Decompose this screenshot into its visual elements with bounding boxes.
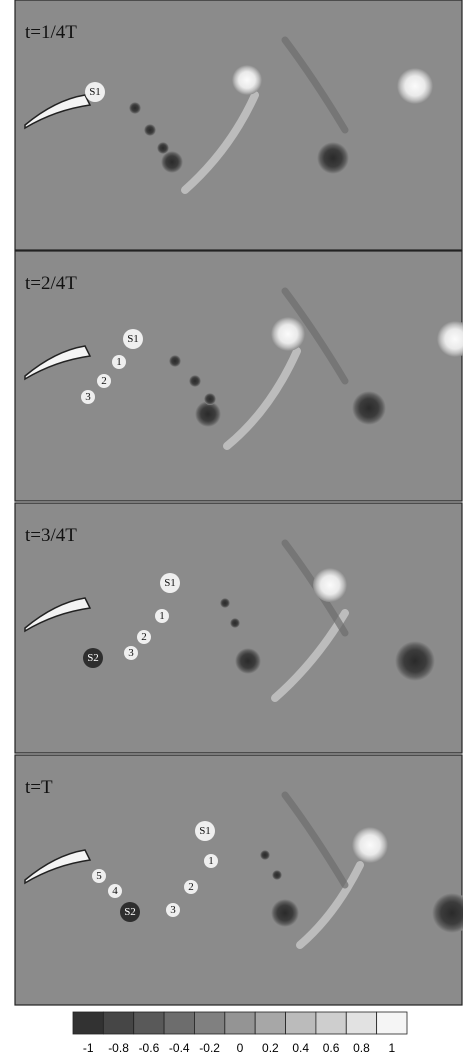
colorbar-label: -0.4 (169, 1041, 190, 1055)
colorbar-label: 0.6 (323, 1041, 340, 1055)
vortex-label: 3 (128, 647, 134, 659)
vortex-label: S1 (89, 86, 101, 98)
colorbar-label: 0.8 (353, 1041, 370, 1055)
colorbar-label: 0 (237, 1041, 244, 1055)
vortex-label: S2 (87, 652, 99, 664)
vortex-blob (235, 648, 261, 674)
vortex-blob (313, 568, 347, 602)
panel-background (15, 251, 462, 501)
colorbar-cell (73, 1012, 103, 1034)
panel-label: t=3/4T (25, 525, 77, 546)
vortex-blob (271, 317, 305, 351)
colorbar-cell (255, 1012, 285, 1034)
vortex-label: 5 (96, 870, 102, 882)
vortex-label: 2 (188, 881, 194, 893)
colorbar-cell (194, 1012, 224, 1034)
colorbar-cell (346, 1012, 376, 1034)
vortex-label: 1 (116, 356, 122, 368)
panel: t=2/4T S1 123 (15, 251, 463, 501)
panel-background (15, 503, 462, 753)
vortex-blob (260, 850, 270, 860)
colorbar-label: 0.2 (262, 1041, 279, 1055)
panel-label: t=2/4T (25, 273, 77, 294)
vortex-blob (144, 124, 156, 136)
vortex-blob (195, 401, 221, 427)
vortex-blob (317, 142, 349, 174)
vortex-blob (352, 827, 388, 863)
vortex-blob (169, 355, 181, 367)
colorbar-cell (225, 1012, 255, 1034)
vortex-blob (271, 899, 299, 927)
vortex-label: S1 (164, 577, 176, 589)
colorbar-cell (377, 1012, 407, 1034)
vortex-label: 1 (159, 610, 165, 622)
vortex-blob (189, 375, 201, 387)
vortex-label: 1 (208, 855, 214, 867)
panel-background (15, 755, 462, 1005)
panel-label: t=T (25, 777, 53, 798)
vortex-label: 4 (112, 885, 118, 897)
vortex-blob (204, 393, 216, 405)
vortex-label: S1 (199, 825, 211, 837)
panel: t=T S1 1 23 S2 45 (15, 755, 463, 1005)
colorbar-label: -1 (83, 1041, 94, 1055)
vortex-label: S1 (127, 333, 139, 345)
panel: t=3/4T S1 123 S2 (15, 503, 462, 753)
vortex-blob (352, 391, 386, 425)
vortex-label: 2 (141, 631, 147, 643)
colorbar-label: 0.4 (292, 1041, 309, 1055)
vortex-blob (129, 102, 141, 114)
vortex-label: 3 (85, 391, 91, 403)
figure: t=1/4TS1t=2/4TS1123t=3/4TS1123S2t=TS1123… (0, 0, 463, 1062)
colorbar-cell (103, 1012, 133, 1034)
vortex-label: 2 (101, 375, 107, 387)
colorbar-label: -0.6 (139, 1041, 160, 1055)
colorbar-label: -0.8 (108, 1041, 129, 1055)
vortex-blob (230, 618, 240, 628)
colorbar-cell (316, 1012, 346, 1034)
vortex-blob (157, 142, 169, 154)
vortex-blob (232, 65, 262, 95)
vortex-blob (220, 598, 230, 608)
vortex-blob (161, 151, 183, 173)
colorbar-cell (134, 1012, 164, 1034)
vortex-blob (397, 68, 433, 104)
panel-label: t=1/4T (25, 22, 77, 43)
vortex-blob (395, 641, 435, 681)
colorbar-cell (164, 1012, 194, 1034)
colorbar-cell (286, 1012, 316, 1034)
colorbar-label: 1 (388, 1041, 395, 1055)
vortex-label: S2 (124, 906, 136, 918)
colorbar-label: -0.2 (199, 1041, 220, 1055)
panel: t=1/4T S1 (15, 0, 462, 250)
vortex-label: 3 (170, 904, 176, 916)
vortex-blob (272, 870, 282, 880)
